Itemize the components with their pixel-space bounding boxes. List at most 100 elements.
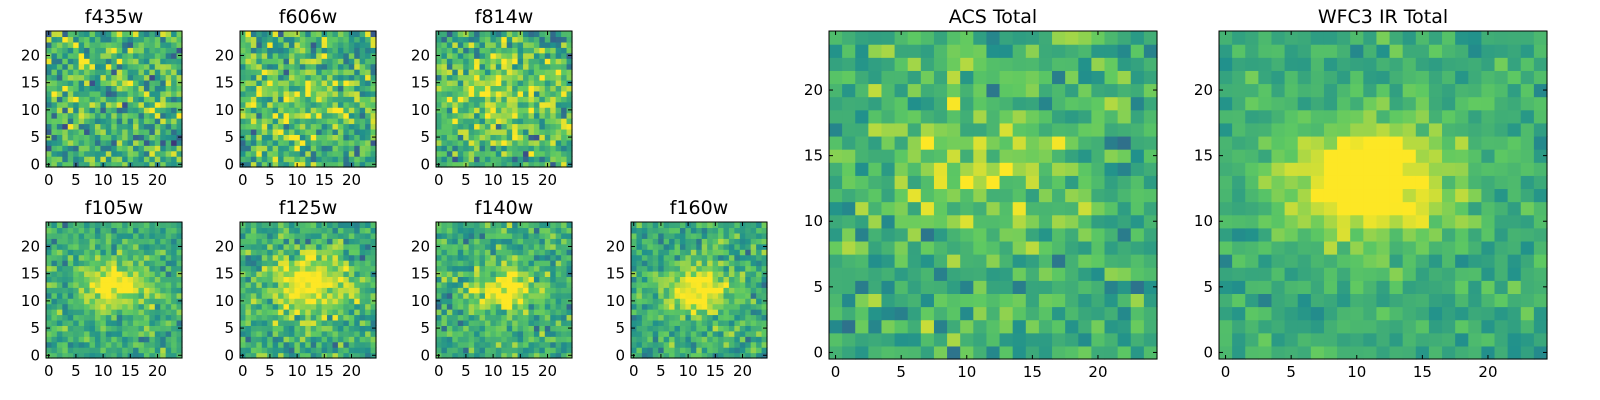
heatmap-cell	[690, 249, 697, 256]
heatmap-cell	[283, 85, 290, 92]
heatmap-cell	[641, 270, 648, 277]
heatmap-cell	[327, 85, 334, 92]
heatmap-cell	[446, 161, 453, 168]
heatmap-cell	[133, 107, 140, 114]
heatmap-cell	[160, 123, 167, 130]
heatmap-cell	[739, 330, 746, 337]
heatmap-cell	[436, 145, 443, 152]
heatmap-cell	[1012, 214, 1027, 229]
heatmap-cell	[332, 47, 339, 54]
heatmap-cell	[133, 281, 140, 288]
heatmap-cell	[78, 336, 85, 343]
y-tick-label: 20	[215, 237, 234, 255]
heatmap-cell	[523, 118, 530, 125]
heatmap-cell	[56, 134, 63, 141]
heatmap-cell	[674, 260, 681, 267]
heatmap-cell	[652, 352, 659, 359]
heatmap-cell	[332, 69, 339, 76]
heatmap-cell	[299, 74, 306, 81]
heatmap-cell	[288, 134, 295, 141]
heatmap-cell	[305, 330, 312, 337]
heatmap-cell	[723, 243, 730, 250]
heatmap-cell	[452, 150, 459, 157]
heatmap-cell	[160, 36, 167, 43]
heatmap-cell	[116, 222, 123, 229]
heatmap-cell	[533, 319, 540, 326]
heatmap-cell	[105, 79, 112, 86]
heatmap-cell	[647, 270, 654, 277]
heatmap-cell	[750, 298, 757, 305]
heatmap-cell	[138, 69, 145, 76]
heatmap-cell	[327, 309, 334, 316]
heatmap-cell	[160, 260, 167, 267]
heatmap-cell	[250, 107, 257, 114]
heatmap-cell	[479, 227, 486, 234]
heatmap-cell	[283, 31, 290, 38]
heatmap-cell	[78, 128, 85, 135]
heatmap-cell	[256, 112, 263, 119]
heatmap-cell	[250, 325, 257, 332]
heatmap-cell	[490, 101, 497, 108]
heatmap-cell	[245, 292, 252, 299]
heatmap-cell	[501, 254, 508, 261]
heatmap-cell	[523, 260, 530, 267]
heatmap-cell	[636, 265, 643, 272]
heatmap-cell	[441, 156, 448, 163]
heatmap-cell	[337, 287, 344, 294]
heatmap-cell	[294, 298, 301, 305]
heatmap-cell	[278, 254, 285, 261]
heatmap-cell	[756, 227, 763, 234]
heatmap-cell	[160, 330, 167, 337]
heatmap-cell	[495, 101, 502, 108]
heatmap-cell	[739, 260, 746, 267]
heatmap-cell	[474, 150, 481, 157]
heatmap-cell	[842, 306, 856, 321]
heatmap-cell	[348, 303, 355, 310]
heatmap-cell	[986, 227, 1001, 242]
heatmap-cell	[523, 238, 530, 245]
heatmap-cell	[84, 276, 91, 283]
heatmap-cell	[468, 156, 475, 163]
heatmap-cell	[310, 336, 317, 343]
heatmap-cell	[94, 222, 101, 229]
heatmap-cell	[359, 107, 366, 114]
heatmap-cell	[446, 36, 453, 43]
heatmap-cell	[321, 298, 328, 305]
heatmap-cell	[501, 101, 508, 108]
heatmap-cell	[1012, 280, 1027, 294]
heatmap-cell	[149, 243, 156, 250]
heatmap-cell	[267, 243, 274, 250]
heatmap-cell	[512, 69, 519, 76]
heatmap-cell	[436, 90, 443, 97]
heatmap-cell	[474, 303, 481, 310]
heatmap-cell	[701, 238, 708, 245]
heatmap-cell	[441, 161, 448, 168]
heatmap-cell	[94, 96, 101, 103]
heatmap-cell	[685, 232, 692, 239]
heatmap-cell	[165, 63, 172, 70]
heatmap-cell	[512, 341, 519, 348]
heatmap-cell	[89, 112, 96, 119]
heatmap-cell	[143, 118, 150, 125]
heatmap-cell	[143, 347, 150, 354]
heatmap-cell	[288, 128, 295, 135]
heatmap-cell	[468, 128, 475, 135]
heatmap-cell	[165, 74, 172, 81]
heatmap-cell	[171, 249, 178, 256]
heatmap-cell	[332, 319, 339, 326]
heatmap-cell	[647, 243, 654, 250]
heatmap-cell	[696, 292, 703, 299]
heatmap-cell	[652, 260, 659, 267]
heatmap-cell	[100, 101, 107, 108]
heatmap-cell	[1065, 175, 1079, 190]
heatmap-cell	[122, 58, 129, 65]
heatmap-cell	[647, 281, 654, 288]
heatmap-cell	[701, 260, 708, 267]
heatmap-cell	[674, 303, 681, 310]
heatmap-cell	[111, 85, 118, 92]
heatmap-cell	[171, 118, 178, 125]
heatmap-cell	[523, 347, 530, 354]
heatmap-cell	[868, 149, 883, 163]
heatmap-cell	[370, 319, 377, 326]
